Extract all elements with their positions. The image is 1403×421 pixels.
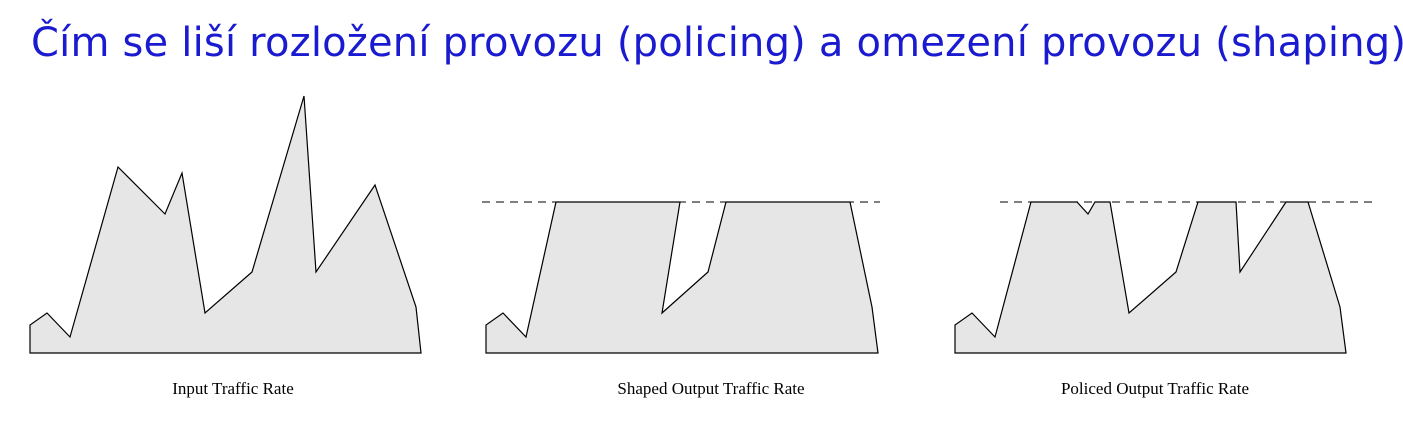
policed-traffic-label: Policed Output Traffic Rate [1061,379,1249,398]
input-traffic-panel: Input Traffic Rate [29,95,422,398]
input-traffic-label: Input Traffic Rate [172,379,294,398]
shaped-traffic-area [485,201,879,354]
policed-traffic-area [954,201,1347,354]
policed-traffic-panel: Policed Output Traffic Rate [954,201,1378,398]
shaped-traffic-panel: Shaped Output Traffic Rate [482,201,880,398]
slide-title: Čím se liší rozložení provozu (policing)… [31,20,1403,66]
shaped-traffic-label: Shaped Output Traffic Rate [617,379,804,398]
input-traffic-area [29,95,422,354]
